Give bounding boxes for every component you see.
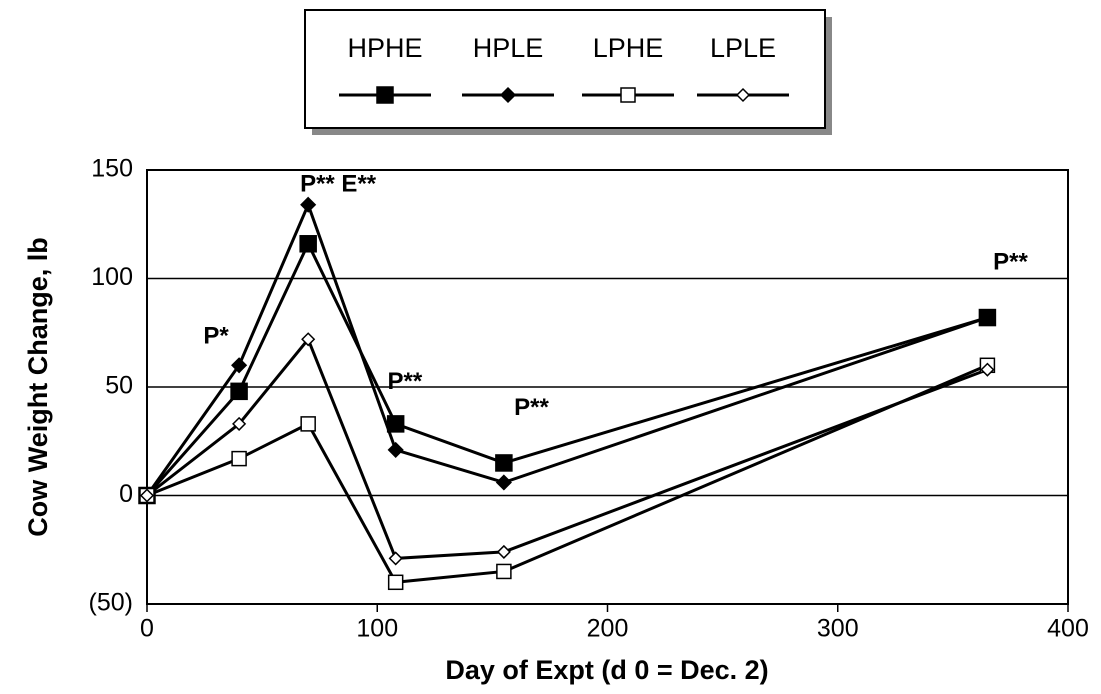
y-tick-label: 0 [119,480,133,508]
x-tick-label: 0 [140,615,154,643]
y-tick-label: 50 [105,372,133,400]
legend-label: HPHE [347,33,422,63]
marker [232,416,247,431]
legend-marker [376,86,394,104]
x-axis-label: Day of Expt (d 0 = Dec. 2) [445,655,768,685]
marker [139,488,155,503]
marker [495,454,513,472]
marker [231,450,247,467]
marker [496,563,512,580]
marker [388,551,403,566]
series-line [145,200,988,497]
marker [496,544,511,559]
y-tick-label: (50) [89,589,133,617]
y-tick-label: 150 [91,155,133,183]
annotation: P* [203,322,229,349]
x-tick-label: 400 [1047,615,1089,643]
legend-marker [499,86,517,104]
x-tick-label: 300 [817,615,859,643]
annotation: P** [514,394,549,421]
legend-marker [620,87,636,103]
series-line [146,336,988,560]
marker [386,415,405,433]
series-line [145,240,988,497]
annotation: P** E** [300,171,377,198]
y-axis-label: Cow Weight Change, lb [23,237,53,537]
marker [495,474,512,491]
marker [300,196,317,213]
annotation: P** [993,249,1028,276]
legend-label: LPLE [710,33,776,63]
marker [980,362,995,377]
marker [230,382,248,401]
x-tick-label: 200 [587,615,629,643]
marker [231,357,248,374]
legend-label: HPLE [473,33,544,63]
marker [301,332,316,347]
marker [387,441,404,458]
plot-frame [146,169,1069,605]
marker [299,235,317,253]
legend-marker [735,87,751,103]
x-tick-label: 100 [356,615,398,643]
marker [979,309,996,326]
series-line [146,363,989,584]
annotation: P** [388,368,423,395]
legend-label: LPHE [593,33,664,63]
marker [387,574,404,591]
legend-box [304,9,826,129]
marker [300,416,316,432]
y-tick-label: 100 [91,263,133,291]
